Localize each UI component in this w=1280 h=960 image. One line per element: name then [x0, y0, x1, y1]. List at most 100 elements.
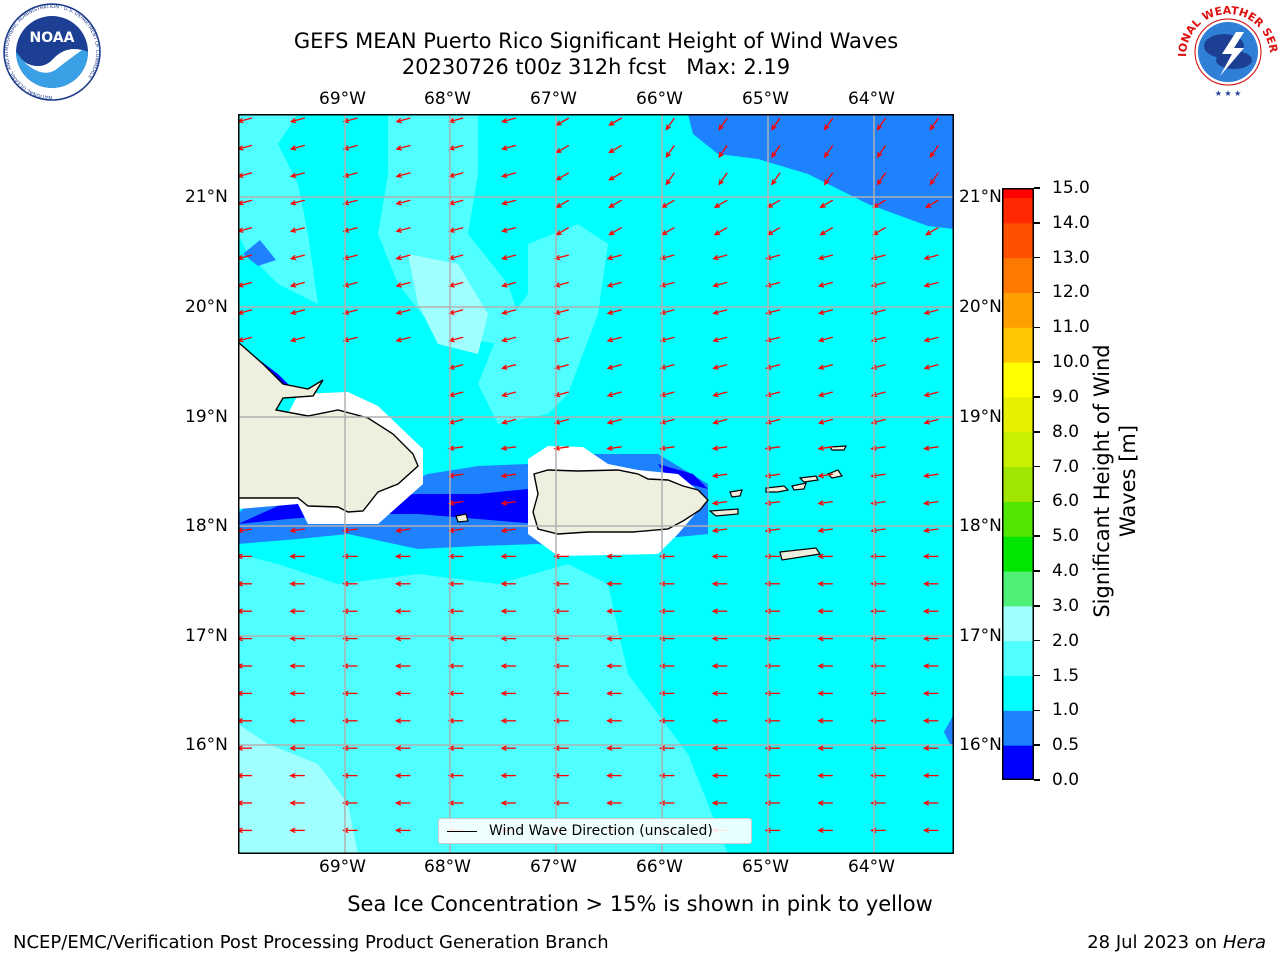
wave-direction-arrowhead [501, 419, 508, 425]
wave-direction-arrow [819, 254, 833, 260]
wave-direction-arrow [449, 336, 464, 342]
lat-tick-right: 20°N [959, 297, 1002, 317]
wave-direction-arrow [665, 145, 675, 158]
wave-direction-arrowhead [923, 419, 930, 425]
wave-direction-arrow [924, 281, 939, 287]
wave-direction-arrowhead [764, 635, 771, 642]
wave-direction-arrowhead [342, 690, 349, 697]
footer-machine: Hera [1222, 932, 1266, 953]
wave-direction-arrow [291, 199, 305, 205]
wave-direction-arrowhead [606, 772, 613, 779]
wave-direction-arrow [502, 199, 517, 205]
wave-direction-arrowhead [658, 635, 666, 642]
wave-direction-arrow [449, 172, 464, 178]
wave-direction-arrow [713, 254, 728, 260]
wave-direction-arrowhead [771, 124, 777, 131]
wave-direction-arrow [929, 172, 939, 185]
wave-direction-arrowhead [606, 364, 614, 370]
wave-direction-arrowhead [500, 608, 507, 614]
wave-direction-arrowhead [764, 527, 772, 534]
wave-direction-arrowhead [659, 445, 666, 451]
wave-direction-arrow [238, 281, 253, 287]
wave-direction-arrowhead [923, 309, 930, 316]
wave-direction-arrowhead [923, 364, 930, 370]
wave-direction-arrow [343, 281, 358, 287]
wave-direction-arrowhead [289, 309, 297, 316]
wave-direction-arrow [609, 227, 622, 236]
land-hispaniola [238, 341, 419, 513]
colorbar [1002, 188, 1034, 780]
wave-direction-arrow [714, 227, 728, 236]
wave-direction-arrowhead [711, 690, 718, 697]
wave-direction-arrowhead [238, 690, 243, 697]
wave-direction-arrowhead [289, 172, 297, 179]
wave-direction-arrowhead [395, 527, 402, 534]
wave-direction-arrowhead [395, 227, 402, 233]
wave-direction-arrowhead [658, 663, 666, 669]
wave-direction-arrowhead [711, 800, 718, 806]
wave-direction-arrow [924, 336, 939, 342]
wave-direction-arrowhead [342, 718, 349, 724]
lon-tick-top: 65°W [742, 89, 789, 109]
wave-direction-arrowhead [395, 254, 402, 261]
wave-direction-arrow [449, 500, 464, 505]
wave-direction-arrowhead [289, 527, 296, 534]
wave-direction-arrowhead [500, 800, 507, 806]
wave-direction-arrowhead [929, 179, 936, 186]
wave-direction-arrowhead [342, 635, 349, 642]
wave-direction-arrow [238, 226, 253, 232]
wave-direction-arrow [449, 117, 464, 123]
wave-direction-arrowhead [764, 663, 771, 669]
wave-direction-arrow [502, 254, 517, 260]
colorbar-tick-label: 2.0 [1052, 630, 1080, 651]
land-mona-island [455, 513, 469, 523]
colorbar-tick-mark [1034, 326, 1040, 329]
wave-direction-arrowhead [922, 581, 930, 587]
wave-direction-arrow [665, 172, 675, 185]
wave-direction-arrowhead [289, 227, 297, 233]
wave-direction-arrowhead [658, 581, 666, 587]
lat-tick-right: 16°N [959, 735, 1002, 755]
wave-direction-arrowhead [876, 151, 883, 159]
wave-direction-arrow [924, 363, 939, 369]
lon-tick-bottom: 68°W [424, 857, 471, 877]
colorbar-frame [1002, 188, 1034, 780]
wave-direction-arrowhead [342, 553, 349, 560]
colorbar-tick-label: 6.0 [1052, 491, 1080, 512]
wave-direction-arrowhead [712, 337, 719, 343]
wave-direction-arrow [396, 254, 411, 260]
land-st-croix [779, 547, 822, 561]
wave-direction-arrowhead [765, 309, 772, 316]
wave-direction-arrowhead [289, 800, 296, 806]
wave-direction-arrow [818, 500, 833, 505]
wave-direction-arrowhead [922, 827, 930, 834]
colorbar-segment [1002, 536, 1034, 572]
wave-direction-arrowhead [289, 663, 296, 669]
wave-direction-arrowhead [342, 172, 350, 179]
colorbar-tick-mark [1034, 639, 1040, 642]
wave-direction-arrowhead [447, 581, 454, 587]
wave-direction-arrow [819, 309, 833, 315]
wave-direction-arrowhead [817, 663, 824, 669]
wave-direction-arrow [502, 391, 517, 397]
wave-direction-arrowhead [394, 745, 402, 751]
wave-direction-arrow [396, 117, 411, 123]
wave-direction-arrowhead [608, 120, 615, 126]
wave-direction-arrowhead [342, 337, 350, 343]
wave-direction-arrow [396, 172, 411, 178]
colorbar-tick-label: 15.0 [1052, 178, 1090, 198]
wave-direction-arrowhead [500, 772, 507, 779]
wave-direction-arrow [771, 145, 781, 158]
wave-direction-arrowhead [658, 608, 666, 614]
wave-direction-arrowhead [923, 391, 930, 398]
wave-direction-arrow [502, 473, 517, 477]
colorbar-tick-mark [1034, 361, 1040, 363]
wave-direction-arrowhead [817, 527, 824, 534]
wave-direction-arrow [924, 500, 939, 505]
wave-direction-arrow [924, 446, 939, 450]
wave-direction-arrowhead [922, 718, 930, 724]
wave-direction-arrow [660, 281, 675, 287]
wave-direction-arrowhead [501, 391, 508, 398]
wave-direction-arrowhead [718, 179, 724, 186]
colorbar-tick-mark [1034, 500, 1040, 503]
